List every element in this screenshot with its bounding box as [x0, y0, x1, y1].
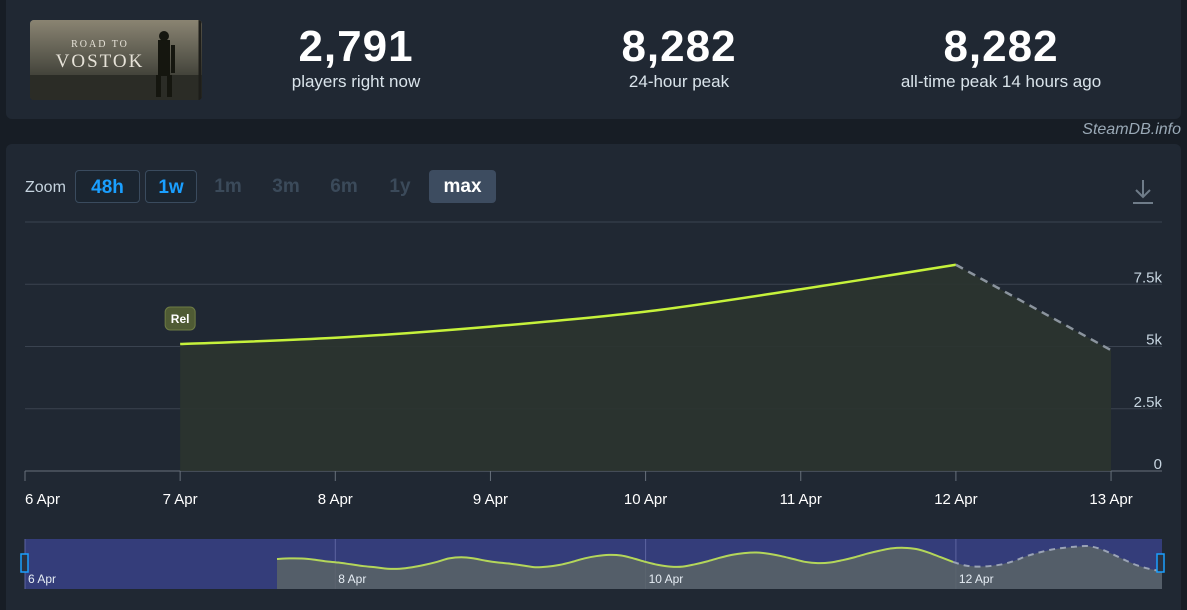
stat-value: 8,282 — [621, 22, 737, 71]
projection-line — [955, 263, 1112, 352]
game-cover-art — [30, 20, 202, 100]
y-tick-label: 5k — [1146, 332, 1162, 349]
zoom-48h-button[interactable]: 48h — [75, 170, 140, 203]
series-line — [180, 263, 957, 346]
x-tick-label: 13 Apr — [1089, 491, 1132, 508]
zoom-max-button[interactable]: max — [429, 170, 496, 203]
navigator-area — [277, 546, 1162, 589]
stat-label: players right now — [291, 72, 421, 91]
zoom-6m-button: 6m — [330, 176, 358, 197]
x-tick-label: 8 Apr — [318, 491, 353, 508]
x-tick-label: 9 Apr — [473, 491, 508, 508]
zoom-1w-button[interactable]: 1w — [145, 170, 197, 203]
download-icon[interactable] — [1131, 178, 1155, 206]
release-marker-label: Rel — [171, 312, 190, 326]
stat-label: all-time peak 14 hours ago — [900, 72, 1102, 91]
release-marker-badge — [164, 306, 196, 331]
zoom-3m-button: 3m — [272, 176, 300, 197]
x-tick-label: 11 Apr — [780, 491, 822, 508]
x-tick-label: 7 Apr — [163, 491, 198, 508]
steamdb-watermark[interactable]: SteamDB.info — [1082, 121, 1181, 138]
y-tick-label: 2.5k — [1134, 394, 1163, 411]
stat-24h-peak: 8,282 24-hour peak — [559, 22, 799, 92]
navigator-projection-line — [952, 544, 1163, 573]
game-logo-line2: VOSTOK — [55, 51, 145, 72]
y-tick-label: 7.5k — [1134, 269, 1163, 286]
release-marker: Rel — [164, 306, 196, 331]
series-area — [180, 264, 1112, 471]
y-tick-label: 0 — [1154, 456, 1162, 473]
stat-all-time-peak: 8,282 all-time peak 14 hours ago — [861, 22, 1141, 92]
navigator-handle-right[interactable] — [1156, 553, 1165, 573]
stats-card: ROAD TO VOSTOK 2,791 players right now 8… — [6, 0, 1181, 119]
navigator-label: 8 Apr — [338, 572, 366, 586]
game-logo: ROAD TO VOSTOK — [40, 39, 160, 72]
x-tick-label: 10 Apr — [624, 491, 667, 508]
stat-value: 2,791 — [298, 22, 414, 71]
stat-label: 24-hour peak — [628, 72, 730, 91]
zoom-label: Zoom — [25, 179, 66, 196]
navigator-line — [276, 546, 954, 570]
x-tick-label: 6 Apr — [25, 491, 60, 508]
navigator-label: 12 Apr — [959, 572, 994, 586]
game-cover-image[interactable]: ROAD TO VOSTOK — [30, 20, 202, 100]
stat-value: 8,282 — [943, 22, 1059, 71]
navigator-label: 6 Apr — [28, 572, 56, 586]
x-tick-label: 12 Apr — [934, 491, 977, 508]
stat-players-now: 2,791 players right now — [236, 22, 476, 92]
navigator-handle-left[interactable] — [20, 553, 29, 573]
zoom-1m-button: 1m — [214, 176, 242, 197]
game-logo-line1: ROAD TO — [71, 39, 129, 50]
navigator-label: 10 Apr — [649, 572, 684, 586]
zoom-1y-button: 1y — [389, 176, 411, 197]
